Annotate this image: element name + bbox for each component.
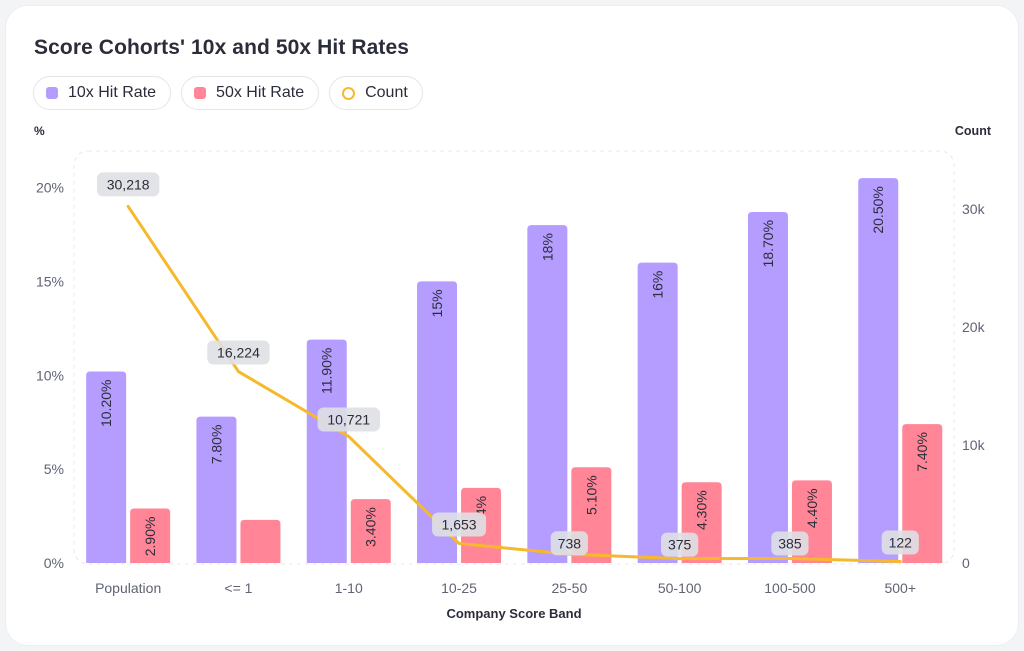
count-label-box-2: [317, 407, 380, 432]
x-tick-1: <= 1: [224, 580, 252, 596]
data-label-10x-4: 18%: [539, 233, 555, 261]
legend-item-count[interactable]: Count: [329, 76, 423, 110]
y-tick-right-0: 0: [962, 555, 970, 571]
x-tick-0: Population: [95, 580, 161, 596]
bar-10x-7: [858, 178, 899, 563]
y-tick-left-0: 0%: [44, 555, 64, 571]
count-label-6: 385: [778, 535, 802, 551]
legend-label-10x: 10x Hit Rate: [68, 84, 157, 101]
bar-10x-2: [306, 339, 347, 563]
data-label-50x-6: 4.40%: [804, 488, 820, 528]
bar-10x-3: [417, 281, 458, 563]
count-label-7: 122: [889, 535, 913, 551]
legend-item-50x-hit-rate[interactable]: 50x Hit Rate: [181, 76, 320, 110]
data-label-10x-7: 20.50%: [870, 186, 886, 233]
y-tick-left-2: 10%: [36, 367, 64, 383]
count-label-box-4: [550, 531, 588, 556]
plot-area: [73, 150, 955, 565]
legend-swatch-count: [342, 86, 356, 100]
x-tick-3: 10-25: [441, 580, 477, 596]
y-tick-right-3: 30k: [962, 201, 986, 217]
bar-10x-1: [196, 416, 237, 563]
data-label-50x-7: 7.40%: [914, 432, 930, 472]
x-tick-5: 50-100: [658, 580, 702, 596]
x-tick-2: 1-10: [335, 580, 363, 596]
count-label-box-1: [207, 340, 270, 365]
count-label-box-0: [96, 172, 160, 197]
y-axis-left-label: %: [34, 124, 45, 138]
bar-50x-2: [350, 499, 391, 563]
legend-swatch-10x: [46, 87, 58, 99]
data-label-50x-2: 3.40%: [363, 507, 379, 547]
count-label-1: 16,224: [217, 345, 260, 361]
y-tick-left-1: 5%: [44, 461, 64, 477]
bar-10x-0: [86, 371, 127, 563]
x-tick-6: 100-500: [764, 580, 816, 596]
y-axis-right-label: Count: [955, 124, 992, 138]
data-label-50x-4: 5.10%: [583, 475, 599, 515]
count-label-2: 10,721: [327, 411, 370, 427]
count-label-4: 738: [558, 535, 582, 551]
y-tick-left-3: 15%: [36, 273, 64, 289]
data-label-50x-3: 4%: [473, 496, 489, 516]
chart-legend: 10x Hit Rate 50x Hit Rate Count: [33, 76, 423, 110]
bar-50x-1: [240, 519, 281, 563]
count-label-box-6: [771, 531, 809, 556]
chart-title: Score Cohorts' 10x and 50x Hit Rates: [34, 36, 410, 59]
legend-label-count: Count: [365, 84, 408, 101]
bar-10x-4: [527, 225, 568, 563]
x-tick-7: 500+: [884, 580, 916, 596]
count-label-3: 1,653: [442, 516, 477, 532]
count-label-0: 30,218: [107, 176, 150, 192]
count-label-5: 375: [668, 537, 692, 553]
bar-10x-6: [747, 211, 788, 563]
legend-swatch-50x: [194, 87, 207, 99]
y-tick-left-4: 20%: [36, 180, 64, 196]
bar-50x-7: [902, 424, 943, 563]
data-label-10x-1: 7.80%: [208, 425, 224, 465]
data-label-10x-2: 11.90%: [319, 348, 335, 394]
x-tick-4: 25-50: [551, 580, 587, 596]
data-label-50x-0: 2.90%: [142, 517, 158, 557]
count-line: [126, 204, 902, 564]
y-tick-right-1: 10k: [962, 437, 986, 453]
data-label-10x-5: 16%: [650, 271, 666, 299]
bar-50x-0: [130, 508, 171, 563]
y-tick-right-2: 20k: [962, 319, 986, 335]
chart-card: Score Cohorts' 10x and 50x Hit Rates 10x…: [6, 6, 1018, 645]
data-label-10x-6: 18.70%: [760, 220, 776, 267]
count-label-box-5: [661, 532, 699, 557]
count-label-box-3: [432, 512, 487, 537]
data-label-10x-3: 15%: [429, 289, 445, 317]
legend-label-50x: 50x Hit Rate: [216, 84, 305, 101]
count-label-box-7: [881, 530, 919, 555]
bar-10x-5: [637, 262, 678, 563]
data-label-10x-0: 10.20%: [98, 380, 114, 427]
x-axis-label: Company Score Band: [446, 606, 581, 621]
data-label-50x-5: 4.30%: [694, 490, 710, 530]
legend-item-10x-hit-rate[interactable]: 10x Hit Rate: [33, 76, 172, 110]
